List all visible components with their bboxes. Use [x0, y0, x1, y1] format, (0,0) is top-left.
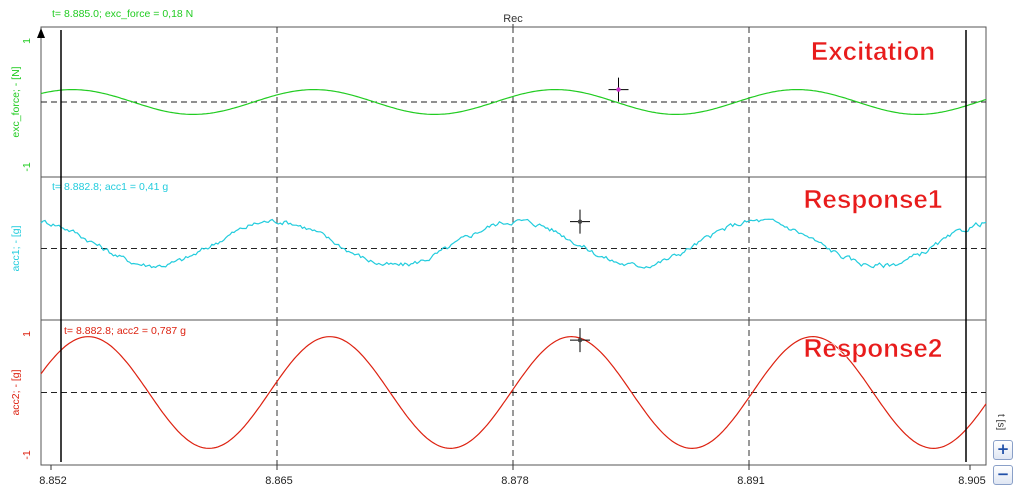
y-tick-label-bottom: -1 [21, 162, 33, 171]
cursor-readout: t= 8.882.8; acc2 = 0,787 g [64, 325, 186, 337]
chart-title: Response1 [804, 184, 943, 214]
x-tick-label: 8.891 [737, 475, 765, 487]
y-axis-label: exc_force; - [N] [10, 66, 22, 137]
cursor-marker[interactable] [570, 328, 590, 353]
cursor-readout: t= 8.885.0; exc_force = 0,18 N [52, 8, 193, 20]
x-axis-unit-label: t [s] [995, 414, 1006, 431]
x-tick-label: 8.852 [39, 475, 67, 487]
zoom-in-button[interactable]: + [993, 440, 1013, 460]
x-tick-label: 8.865 [265, 475, 293, 487]
cursor-point [577, 219, 583, 224]
x-tick-label: 8.905 [958, 475, 986, 487]
y-axis-label: acc1; - [g] [10, 225, 22, 271]
panel-response2[interactable]: Response2 t= 8.882.8; acc2 = 0,787 g acc… [10, 319, 987, 466]
x-axis: 8.852 8.865 8.878 8.891 8.905 [39, 465, 986, 487]
y-tick-label-top: 1 [21, 331, 33, 337]
chart-title: Response2 [804, 333, 943, 363]
x-tick-label: 8.878 [501, 475, 529, 487]
cursor-point [577, 337, 583, 343]
series-line [40, 218, 987, 269]
cursor-marker[interactable] [608, 77, 629, 102]
cursor-readout: t= 8.882.8; acc1 = 0,41 g [52, 181, 168, 193]
cursor-point [616, 87, 621, 92]
window-title: Rec [503, 13, 523, 25]
zoom-out-button[interactable]: − [993, 465, 1013, 485]
y-tick-label-bottom: -1 [21, 450, 33, 459]
series-line [40, 89, 987, 115]
cursor-marker[interactable] [570, 209, 590, 234]
series-line [40, 335, 987, 450]
chart-title: Excitation [811, 36, 935, 66]
y-tick-label-top: 1 [21, 38, 33, 44]
y-axis-label: acc2; - [g] [10, 369, 22, 415]
panel-excitation[interactable]: Excitation t= 8.885.0; exc_force = 0,18 … [10, 8, 987, 178]
panel-response1[interactable]: Response1 t= 8.882.8; acc1 = 0,41 g acc1… [10, 176, 987, 321]
y-axis-arrow-icon[interactable] [37, 28, 45, 38]
